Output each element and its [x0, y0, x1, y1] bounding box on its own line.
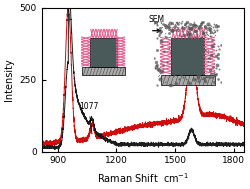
- X-axis label: Raman Shift  cm$^{-1}$: Raman Shift cm$^{-1}$: [96, 171, 189, 185]
- Bar: [160, 75, 214, 85]
- Y-axis label: Intensity: Intensity: [4, 58, 14, 101]
- Bar: [82, 67, 124, 75]
- Text: 1077: 1077: [79, 102, 98, 134]
- Text: 1583: 1583: [182, 48, 201, 75]
- Text: SEM: SEM: [149, 15, 165, 23]
- Bar: [90, 38, 117, 67]
- Bar: [170, 38, 204, 75]
